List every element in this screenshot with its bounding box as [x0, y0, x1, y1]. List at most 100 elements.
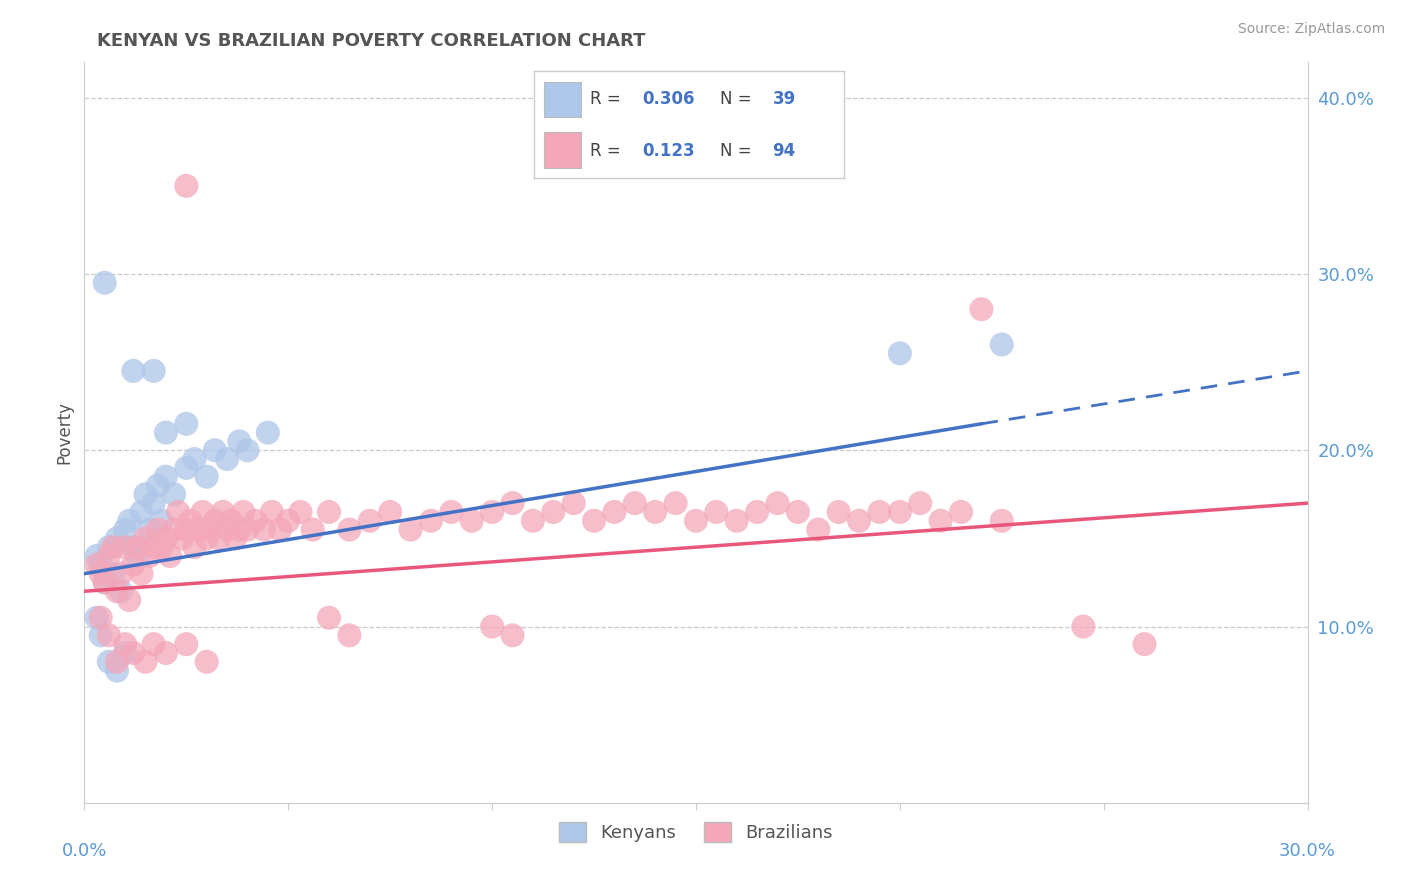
Point: [929, 514, 952, 528]
Point: [183, 540, 205, 554]
Point: [543, 505, 565, 519]
Point: [97, 549, 120, 563]
Point: [114, 540, 136, 554]
Point: [114, 646, 136, 660]
Point: [339, 628, 361, 642]
Point: [269, 523, 291, 537]
Point: [224, 532, 246, 546]
Point: [318, 610, 340, 624]
Point: [195, 469, 218, 483]
Point: [127, 540, 149, 554]
Text: KENYAN VS BRAZILIAN POVERTY CORRELATION CHART: KENYAN VS BRAZILIAN POVERTY CORRELATION …: [97, 32, 645, 50]
Point: [624, 496, 647, 510]
Point: [90, 558, 112, 572]
Point: [110, 584, 132, 599]
Point: [138, 549, 160, 563]
Point: [1073, 619, 1095, 633]
Point: [219, 514, 242, 528]
Point: [228, 523, 250, 537]
Point: [461, 514, 484, 528]
Point: [150, 514, 173, 528]
Point: [174, 417, 197, 431]
Point: [86, 610, 108, 624]
Point: [122, 646, 145, 660]
Point: [97, 540, 120, 554]
Point: [208, 532, 231, 546]
Y-axis label: Poverty: Poverty: [55, 401, 73, 464]
Text: 0.0%: 0.0%: [62, 842, 107, 860]
Point: [665, 496, 688, 510]
Point: [174, 461, 197, 475]
Point: [90, 628, 112, 642]
Point: [195, 655, 218, 669]
Point: [105, 584, 128, 599]
Point: [97, 628, 120, 642]
Point: [420, 514, 443, 528]
Point: [172, 532, 194, 546]
Point: [131, 505, 153, 519]
Point: [359, 514, 381, 528]
Point: [562, 496, 585, 510]
Point: [277, 514, 299, 528]
Point: [146, 523, 169, 537]
Point: [163, 523, 186, 537]
Point: [236, 523, 259, 537]
Point: [101, 540, 124, 554]
Point: [90, 566, 112, 581]
Text: 39: 39: [772, 90, 796, 108]
Point: [787, 505, 810, 519]
Point: [122, 558, 145, 572]
Point: [232, 505, 254, 519]
Point: [86, 549, 108, 563]
Point: [212, 505, 235, 519]
Point: [127, 549, 149, 563]
Point: [122, 540, 145, 554]
Text: 0.123: 0.123: [643, 142, 695, 160]
Point: [174, 523, 197, 537]
Point: [502, 496, 524, 510]
Point: [766, 496, 789, 510]
Point: [706, 505, 728, 519]
Point: [217, 452, 239, 467]
Point: [583, 514, 606, 528]
Point: [481, 619, 503, 633]
Bar: [544, 82, 581, 118]
Point: [155, 469, 177, 483]
Point: [869, 505, 891, 519]
Point: [399, 523, 422, 537]
Point: [93, 575, 115, 590]
Point: [481, 505, 503, 519]
Point: [93, 276, 115, 290]
Point: [644, 505, 666, 519]
Point: [828, 505, 851, 519]
Legend: Kenyans, Brazilians: Kenyans, Brazilians: [553, 815, 839, 849]
Point: [138, 523, 160, 537]
Point: [118, 593, 141, 607]
Point: [301, 523, 323, 537]
Point: [889, 505, 911, 519]
Point: [991, 337, 1014, 351]
Point: [90, 610, 112, 624]
Point: [236, 443, 259, 458]
Point: [747, 505, 769, 519]
Point: [970, 302, 993, 317]
Point: [950, 505, 973, 519]
Point: [110, 566, 132, 581]
Point: [1133, 637, 1156, 651]
Point: [807, 523, 830, 537]
Point: [603, 505, 626, 519]
Point: [502, 628, 524, 642]
Point: [910, 496, 932, 510]
Point: [150, 540, 173, 554]
Point: [155, 425, 177, 440]
Point: [101, 566, 124, 581]
Point: [114, 637, 136, 651]
Bar: [544, 132, 581, 168]
Point: [146, 478, 169, 492]
Point: [167, 505, 190, 519]
Point: [122, 364, 145, 378]
Point: [155, 646, 177, 660]
Point: [174, 178, 197, 193]
Text: N =: N =: [720, 90, 756, 108]
Text: 30.0%: 30.0%: [1279, 842, 1336, 860]
